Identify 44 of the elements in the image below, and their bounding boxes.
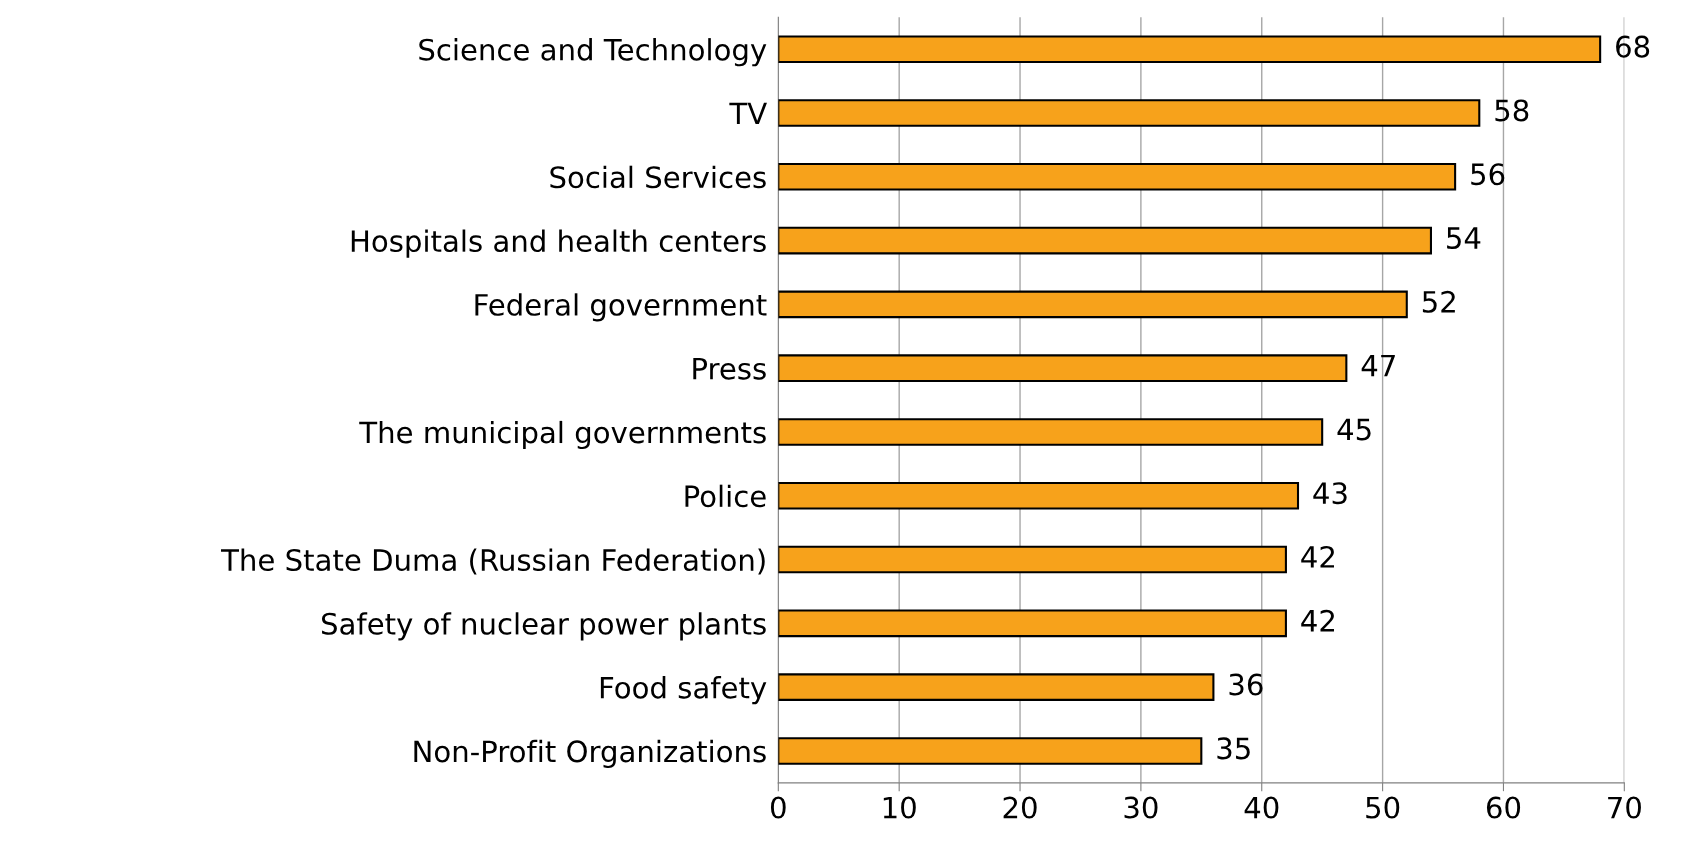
x-tick-label: 70	[1608, 796, 1641, 819]
bar	[778, 673, 1215, 701]
data-label: 43	[1313, 482, 1347, 505]
bar	[778, 290, 1408, 319]
x-tick-label: 60	[1486, 796, 1521, 819]
data-label: 47	[1361, 354, 1395, 377]
bar	[778, 609, 1287, 638]
bar	[778, 226, 1432, 255]
x-tick-label: 40	[1244, 796, 1279, 819]
y-tick-label: Hospitals and health centers	[351, 229, 766, 258]
bar	[778, 162, 1457, 191]
y-tick-label: The municipal governments	[359, 420, 766, 450]
data-label: 68	[1616, 35, 1650, 58]
y-tick-label: Federal government	[475, 293, 767, 322]
bar	[778, 35, 1602, 63]
x-tick-label: 50	[1366, 796, 1400, 819]
x-tick-label: 30	[1124, 796, 1158, 819]
data-label: 35	[1217, 737, 1250, 760]
y-tick-label: Police	[685, 484, 766, 508]
y-tick-label: Press	[693, 357, 766, 380]
data-label: 58	[1495, 99, 1529, 122]
data-label: 36	[1229, 673, 1263, 696]
y-tick-label: Safety of nuclear power plants	[321, 612, 766, 641]
data-label: 42	[1301, 545, 1334, 568]
y-tick-label: Science and Technology	[419, 38, 767, 67]
bar	[778, 545, 1287, 574]
bar	[778, 354, 1348, 382]
y-tick-label: Social Services	[550, 165, 766, 189]
y-tick-label: TV	[729, 102, 767, 125]
bar	[778, 99, 1481, 127]
bar	[778, 737, 1203, 765]
x-tick-label: 20	[1003, 796, 1037, 819]
bar	[778, 481, 1300, 510]
data-label: 42	[1301, 609, 1334, 632]
x-tick-label: 0	[770, 796, 786, 819]
y-tick-label: The State Duma (Russian Federation)	[221, 548, 765, 575]
data-label: 52	[1422, 290, 1455, 313]
data-label: 54	[1447, 227, 1481, 250]
y-tick-label: Food safety	[600, 676, 767, 705]
bar	[778, 418, 1324, 446]
data-label: 56	[1471, 163, 1505, 186]
y-tick-label: Non-Profit Organizations	[414, 739, 766, 769]
x-tick-label: 10	[883, 796, 916, 819]
data-label: 45	[1337, 418, 1371, 441]
